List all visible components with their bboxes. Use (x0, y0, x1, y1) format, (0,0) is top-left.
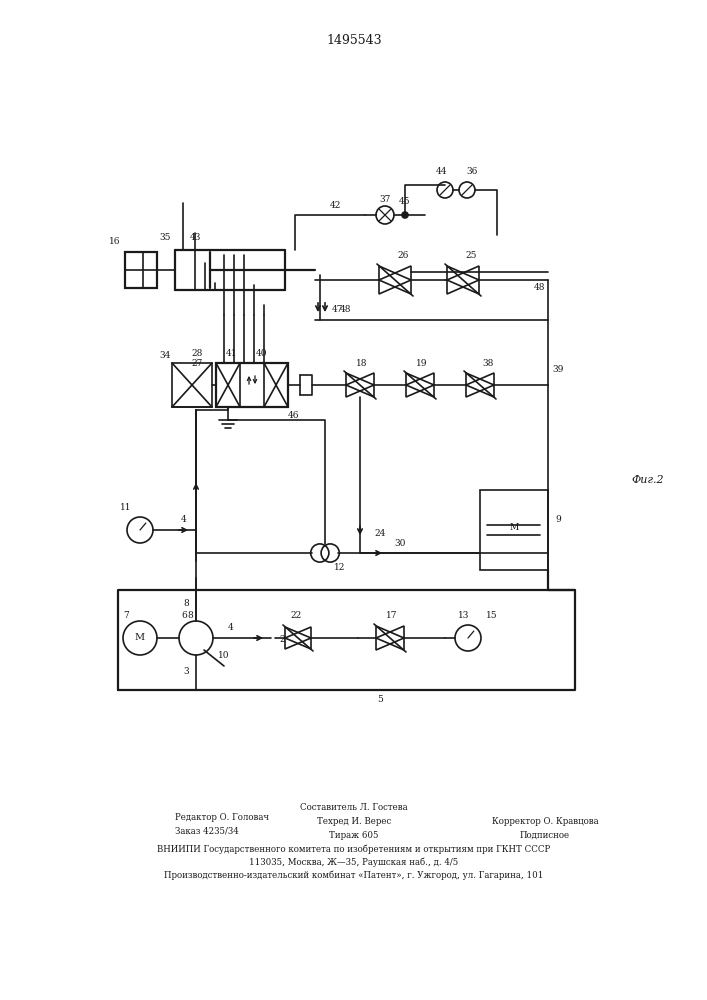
Text: 8: 8 (187, 611, 193, 620)
Text: 40: 40 (256, 349, 268, 358)
Text: 48: 48 (339, 306, 351, 314)
Text: Составитель Л. Гостева: Составитель Л. Гостева (300, 802, 408, 812)
Text: Техред И. Верес: Техред И. Верес (317, 816, 391, 826)
Text: 27: 27 (192, 359, 203, 367)
Text: 37: 37 (380, 194, 391, 204)
Text: 41: 41 (226, 349, 238, 358)
Text: M: M (135, 634, 145, 643)
Text: 16: 16 (110, 237, 121, 246)
Text: Подписное: Подписное (520, 830, 570, 840)
Bar (172, 363, 212, 407)
Text: 22: 22 (291, 611, 302, 620)
Text: 11: 11 (120, 504, 132, 512)
Bar (480, 490, 548, 570)
Text: 24: 24 (374, 528, 386, 538)
Text: Фиг.2: Фиг.2 (631, 475, 665, 485)
Text: 3: 3 (183, 668, 189, 676)
Text: 18: 18 (356, 359, 368, 367)
Text: Тираж 605: Тираж 605 (329, 830, 379, 840)
Text: 6: 6 (181, 611, 187, 620)
Text: 39: 39 (552, 365, 563, 374)
Text: 46: 46 (288, 410, 300, 420)
Text: 4: 4 (181, 516, 187, 524)
Text: 12: 12 (334, 564, 346, 572)
Text: 25: 25 (465, 251, 477, 260)
Bar (216, 363, 288, 407)
Text: 17: 17 (386, 611, 398, 620)
Text: 10: 10 (218, 652, 230, 660)
Text: ВНИИПИ Государственного комитета по изобретениям и открытиям при ГКНТ СССР: ВНИИПИ Государственного комитета по изоб… (158, 844, 551, 854)
Text: 42: 42 (329, 200, 341, 210)
Text: Заказ 4235/34: Заказ 4235/34 (175, 826, 239, 836)
Text: 43: 43 (189, 233, 201, 242)
Text: 26: 26 (397, 251, 409, 260)
Text: 36: 36 (467, 167, 478, 176)
Text: 19: 19 (416, 359, 428, 367)
Text: 8: 8 (183, 598, 189, 607)
Text: 4: 4 (228, 624, 234, 633)
Text: 9: 9 (555, 516, 561, 524)
Text: 48: 48 (534, 284, 546, 292)
Text: M: M (509, 522, 519, 532)
Bar (125, 252, 157, 288)
Text: 5: 5 (377, 696, 383, 704)
Text: 2: 2 (279, 636, 285, 645)
Text: 47: 47 (332, 306, 343, 314)
Text: 45: 45 (399, 196, 411, 206)
Text: 28: 28 (192, 349, 203, 358)
Text: Корректор О. Кравцова: Корректор О. Кравцова (491, 816, 598, 826)
Text: 35: 35 (159, 233, 171, 242)
Text: Редактор О. Головач: Редактор О. Головач (175, 812, 269, 822)
Text: 34: 34 (159, 351, 170, 360)
Circle shape (402, 212, 408, 218)
Text: 113035, Москва, Ж—35, Раушская наб., д. 4/5: 113035, Москва, Ж—35, Раушская наб., д. … (250, 857, 459, 867)
Text: 7: 7 (123, 611, 129, 620)
Text: 38: 38 (482, 359, 493, 367)
Text: 13: 13 (458, 611, 469, 620)
Text: 1495543: 1495543 (326, 33, 382, 46)
Text: 30: 30 (395, 538, 406, 548)
Text: 15: 15 (486, 611, 498, 620)
Text: Производственно-издательский комбинат «Патент», г. Ужгород, ул. Гагарина, 101: Производственно-издательский комбинат «П… (164, 870, 544, 880)
Text: 44: 44 (436, 167, 448, 176)
